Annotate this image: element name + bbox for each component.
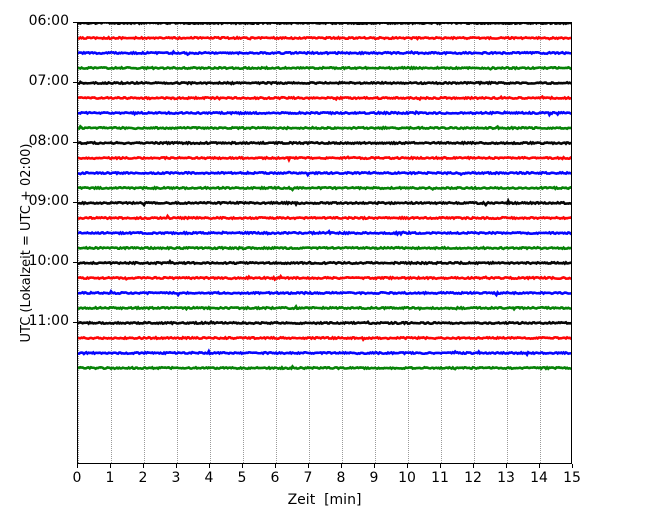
vertical-gridline: [375, 23, 376, 463]
trace-line: [78, 331, 571, 345]
trace-line: [78, 46, 571, 60]
trace-line: [78, 181, 571, 195]
trace-line: [78, 301, 571, 315]
x-tick-label: 14: [530, 470, 548, 486]
x-tick-mark: [110, 464, 111, 468]
x-tick-label: 15: [563, 470, 581, 486]
x-tick-mark: [440, 464, 441, 468]
x-tick-label: 11: [431, 470, 449, 486]
y-tick-label: 09:00: [28, 193, 69, 209]
x-axis-label: Zeit [min]: [287, 492, 362, 508]
trace-line: [78, 226, 571, 240]
trace-line: [78, 76, 571, 90]
x-tick-label: 5: [237, 470, 247, 486]
x-tick-mark: [572, 464, 573, 468]
vertical-gridline: [408, 23, 409, 463]
y-tick-mark: [73, 322, 77, 323]
vertical-gridline: [144, 23, 145, 463]
trace-line: [78, 31, 571, 45]
y-tick-label: 10:00: [28, 253, 69, 269]
y-tick-label: 07:00: [28, 73, 69, 89]
vertical-gridline: [540, 23, 541, 463]
y-tick-label: 11:00: [28, 313, 69, 329]
y-tick-mark: [73, 142, 77, 143]
trace-line: [78, 271, 571, 285]
trace-line: [78, 136, 571, 150]
x-tick-mark: [374, 464, 375, 468]
x-tick-label: 8: [336, 470, 346, 486]
x-tick-mark: [539, 464, 540, 468]
trace-line: [78, 316, 571, 330]
vertical-gridline: [474, 23, 475, 463]
y-tick-mark: [73, 202, 77, 203]
trace-line: [78, 286, 571, 300]
vertical-gridline: [111, 23, 112, 463]
x-tick-label: 0: [72, 470, 82, 486]
vertical-gridline: [441, 23, 442, 463]
trace-line: [78, 91, 571, 105]
trace-line: [78, 361, 571, 375]
trace-line: [78, 61, 571, 75]
x-tick-mark: [143, 464, 144, 468]
x-tick-mark: [275, 464, 276, 468]
x-tick-mark: [407, 464, 408, 468]
x-tick-label: 13: [497, 470, 515, 486]
x-tick-mark: [77, 464, 78, 468]
x-tick-mark: [209, 464, 210, 468]
vertical-gridline: [342, 23, 343, 463]
trace-line: [78, 106, 571, 120]
y-tick-mark: [73, 22, 77, 23]
y-tick-mark: [73, 82, 77, 83]
trace-line: [78, 241, 571, 255]
y-tick-label: 08:00: [28, 133, 69, 149]
x-tick-label: 2: [138, 470, 148, 486]
trace-line: [78, 256, 571, 270]
x-tick-label: 4: [204, 470, 214, 486]
vertical-gridline: [177, 23, 178, 463]
x-tick-label: 12: [464, 470, 482, 486]
vertical-gridline: [78, 23, 79, 463]
x-tick-label: 1: [105, 470, 115, 486]
vertical-gridline: [276, 23, 277, 463]
x-tick-mark: [506, 464, 507, 468]
vertical-gridline: [243, 23, 244, 463]
y-tick-mark: [73, 262, 77, 263]
plot-area: [77, 22, 572, 464]
y-tick-label: 06:00: [28, 13, 69, 29]
trace-line: [78, 346, 571, 360]
trace-line: [78, 23, 571, 30]
x-tick-mark: [473, 464, 474, 468]
trace-line: [78, 151, 571, 165]
x-tick-label: 9: [369, 470, 379, 486]
vertical-gridline: [507, 23, 508, 463]
vertical-gridline: [210, 23, 211, 463]
x-tick-label: 7: [303, 470, 313, 486]
x-tick-mark: [308, 464, 309, 468]
trace-line: [78, 121, 571, 135]
x-tick-label: 6: [270, 470, 280, 486]
x-tick-mark: [341, 464, 342, 468]
trace-line: [78, 196, 571, 210]
x-tick-mark: [176, 464, 177, 468]
x-tick-label: 10: [398, 470, 416, 486]
vertical-gridline: [309, 23, 310, 463]
trace-line: [78, 166, 571, 180]
trace-line: [78, 211, 571, 225]
x-tick-mark: [242, 464, 243, 468]
x-tick-label: 3: [171, 470, 181, 486]
